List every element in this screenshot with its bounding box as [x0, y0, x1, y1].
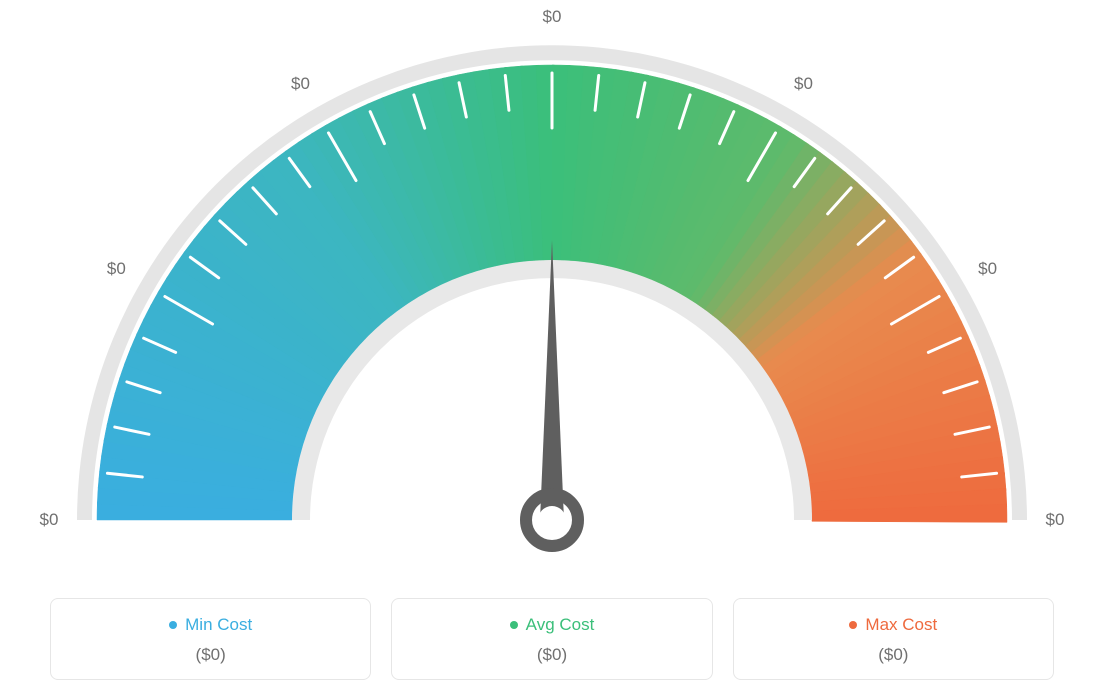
legend-label-avg: Avg Cost: [526, 615, 595, 635]
legend-label-row: Avg Cost: [402, 615, 701, 635]
legend-label-row: Max Cost: [744, 615, 1043, 635]
legend-value-avg: ($0): [402, 645, 701, 665]
gauge-area: $0 $0 $0 $0 $0 $0 $0: [0, 0, 1104, 560]
gauge-axis-label: $0: [1046, 510, 1065, 530]
gauge-axis-label: $0: [543, 7, 562, 27]
legend-dot-max: [849, 621, 857, 629]
legend-value-max: ($0): [744, 645, 1043, 665]
legend-row: Min Cost ($0) Avg Cost ($0) Max Cost ($0…: [50, 598, 1054, 680]
legend-label-min: Min Cost: [185, 615, 252, 635]
legend-box-avg: Avg Cost ($0): [391, 598, 712, 680]
legend-box-min: Min Cost ($0): [50, 598, 371, 680]
legend-dot-avg: [510, 621, 518, 629]
gauge-axis-label: $0: [794, 74, 813, 94]
gauge-svg: [0, 0, 1104, 560]
legend-label-max: Max Cost: [865, 615, 937, 635]
gauge-axis-label: $0: [107, 259, 126, 279]
gauge-cost-chart: $0 $0 $0 $0 $0 $0 $0 Min Cost ($0) Avg Cost ($…: [0, 0, 1104, 690]
legend-label-row: Min Cost: [61, 615, 360, 635]
legend-value-min: ($0): [61, 645, 360, 665]
gauge-axis-label: $0: [291, 74, 310, 94]
legend-dot-min: [169, 621, 177, 629]
gauge-axis-label: $0: [40, 510, 59, 530]
gauge-axis-label: $0: [978, 259, 997, 279]
legend-box-max: Max Cost ($0): [733, 598, 1054, 680]
